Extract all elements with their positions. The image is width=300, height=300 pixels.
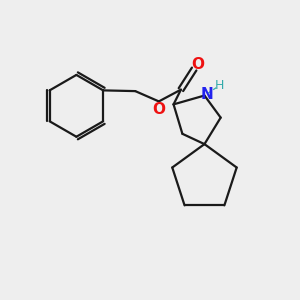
- Text: O: O: [152, 102, 165, 117]
- Text: H: H: [215, 79, 224, 92]
- Text: O: O: [191, 57, 204, 72]
- Text: N: N: [200, 87, 213, 102]
